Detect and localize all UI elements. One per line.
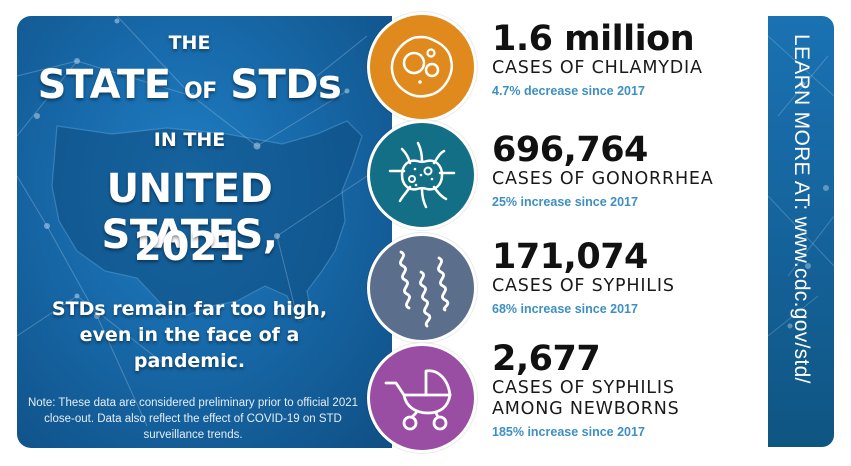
stat-label: CASES OF SYPHILIS (492, 378, 675, 398)
syphilis-newborn-icon-circle (367, 343, 477, 453)
title-the: THE (168, 32, 211, 54)
learn-more-link[interactable]: LEARN MORE AT: www.cdc.gov/std/ (790, 34, 813, 384)
spirochete-icon (399, 250, 450, 328)
baby-stroller-icon (384, 369, 452, 431)
network-background (768, 35, 834, 337)
network-map-background (17, 16, 368, 427)
stat-label: CASES OF GONORRHEA (492, 169, 714, 189)
germ-icon (388, 141, 456, 209)
stat-congenital-syphilis: 2,677 CASES OF SYPHILIS AMONG NEWBORNS 1… (492, 340, 680, 441)
stat-change: 4.7% decrease since 2017 (492, 84, 645, 98)
title-state-of-stds: STATE OF STDs (37, 62, 342, 108)
bacteria-cell-icon (390, 35, 454, 98)
stat-label: CASES OF CHLAMYDIA (492, 58, 703, 78)
stat-change: 25% increase since 2017 (492, 195, 638, 209)
stat-gonorrhea: 696,764 CASES OF GONORRHEA 25% increase … (492, 131, 714, 211)
stat-change: 68% increase since 2017 (492, 302, 638, 316)
stat-number: 171,074 (492, 237, 648, 277)
data-note: Note: These data are considered prelimin… (27, 397, 359, 441)
stat-chlamydia: 1.6 million CASES OF CHLAMYDIA 4.7% decr… (492, 20, 703, 100)
learn-more-banner: LEARN MORE AT: www.cdc.gov/std/ (768, 16, 834, 447)
stat-label: CASES OF SYPHILIS (492, 276, 675, 296)
title-united-states: UNITED STATES, (101, 166, 278, 258)
gonorrhea-icon-circle (367, 120, 477, 230)
title-in-the: IN THE (153, 129, 226, 151)
tagline: STDs remain far too high, even in the fa… (51, 298, 328, 372)
title-year: 2021 (133, 224, 246, 270)
stat-change: 185% increase since 2017 (492, 425, 645, 439)
stat-syphilis: 171,074 CASES OF SYPHILIS 68% increase s… (492, 238, 675, 318)
stat-number: 696,764 (492, 130, 648, 170)
chlamydia-icon-circle (367, 12, 477, 122)
title-panel: THE STATE OF STDs IN THE UNITED STATES, … (17, 16, 392, 448)
stat-number: 1.6 million (492, 19, 695, 59)
syphilis-icon-circle (367, 233, 477, 343)
stat-label-line2: AMONG NEWBORNS (492, 399, 680, 419)
stat-number: 2,677 (492, 339, 601, 379)
